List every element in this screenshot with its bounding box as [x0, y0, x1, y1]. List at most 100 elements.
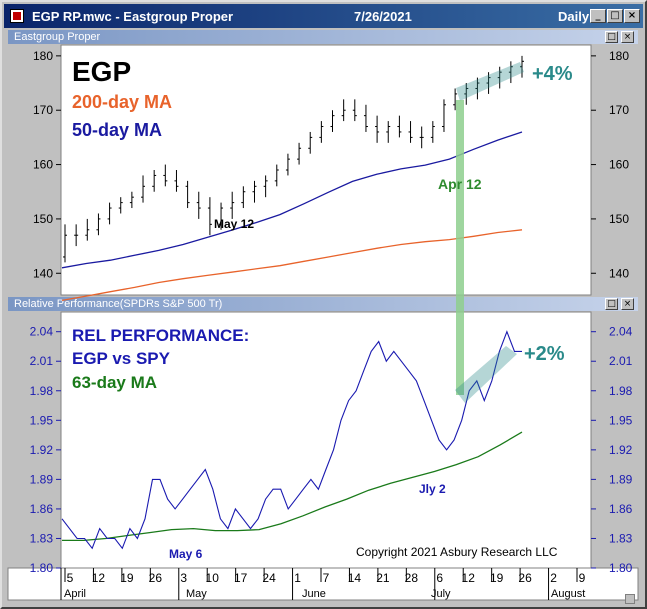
- price-bar: [508, 61, 513, 84]
- bottom-ytick-label-left: 1.83: [30, 531, 54, 545]
- price-bar: [118, 197, 123, 214]
- rel-title-line2: EGP vs SPY: [72, 349, 170, 368]
- resize-grip-icon[interactable]: [625, 594, 635, 604]
- price-bar: [408, 121, 413, 143]
- bottom-plot-area: [60, 311, 592, 569]
- price-bar: [185, 180, 190, 209]
- price-bar: [252, 180, 257, 203]
- apr12-annotation: Apr 12: [438, 176, 482, 192]
- price-bar: [297, 142, 302, 165]
- price-bar: [430, 121, 435, 143]
- xtick-label: 10: [206, 571, 220, 585]
- bottom-ytick-label-right: 1.83: [609, 531, 633, 545]
- price-bar: [397, 115, 402, 138]
- price-bar: [497, 66, 502, 89]
- price-bar: [63, 224, 67, 263]
- price-bar: [241, 186, 246, 209]
- price-bar: [141, 175, 146, 203]
- price-bar: [107, 202, 112, 225]
- top-pane-restore-button[interactable]: □: [605, 31, 618, 43]
- bottom-trend-band: [455, 346, 517, 403]
- xtick-label: 7: [323, 571, 330, 585]
- close-button[interactable]: ×: [624, 9, 640, 23]
- top-pane-close-button[interactable]: ×: [621, 31, 634, 43]
- bottom-ytick-label-left: 1.95: [30, 413, 54, 427]
- price-bar: [285, 153, 290, 176]
- price-bar: [419, 126, 424, 149]
- top-plot-area: [60, 44, 592, 296]
- window-date: 7/26/2021: [354, 9, 412, 24]
- price-bar: [196, 191, 201, 219]
- title-bar[interactable]: EGP RP.mwc - Eastgroup Proper 7/26/2021 …: [4, 4, 643, 28]
- price-bar: [85, 218, 90, 241]
- month-label: July: [431, 588, 451, 600]
- maximize-button[interactable]: □: [607, 9, 623, 23]
- top-ytick-label-left: 180: [33, 49, 53, 63]
- top-ytick-label-right: 170: [609, 103, 629, 117]
- xtick-label: 9: [579, 571, 586, 585]
- xtick-label: 26: [518, 571, 532, 585]
- bottom-ytick-label-right: 1.95: [609, 413, 633, 427]
- month-label: April: [64, 588, 86, 600]
- price-bar: [441, 99, 446, 132]
- bottom-ytick-label-left: 2.01: [30, 354, 54, 368]
- price-bar: [129, 191, 134, 209]
- price-bar: [352, 99, 357, 122]
- top-ytick-label-right: 140: [609, 266, 629, 280]
- minimize-button[interactable]: _: [590, 9, 606, 23]
- price-bar: [263, 175, 268, 198]
- price-bar: [386, 121, 391, 143]
- top-ytick-label-right: 160: [609, 158, 629, 172]
- price-bar: [363, 104, 368, 132]
- month-label: August: [551, 588, 585, 600]
- price-bar: [308, 131, 313, 154]
- ticker-label: EGP: [72, 56, 132, 87]
- xtick-label: 21: [376, 571, 390, 585]
- bottom-ytick-label-left: 2.04: [30, 325, 54, 339]
- price-bar: [486, 72, 491, 94]
- price-bar: [96, 213, 101, 236]
- xtick-label: 28: [405, 571, 419, 585]
- ma200-line: [61, 229, 523, 302]
- bottom-ytick-label-right: 1.89: [609, 472, 633, 486]
- bottom-ytick-label-left: 1.98: [30, 384, 54, 398]
- bottom-ytick-label-left: 1.92: [30, 443, 54, 457]
- ma50-legend: 50-day MA: [72, 120, 163, 140]
- xtick-label: 14: [348, 571, 362, 585]
- price-bar: [475, 77, 480, 100]
- price-bar: [341, 99, 346, 122]
- period-label: Daily: [558, 9, 590, 24]
- xtick-label: 6: [436, 571, 443, 585]
- may6-annotation: May 6: [169, 547, 203, 561]
- app-icon: [10, 9, 24, 23]
- bottom-ytick-label-left: 1.89: [30, 472, 54, 486]
- price-bar: [207, 197, 212, 236]
- xtick-label: 19: [490, 571, 504, 585]
- price-bar: [453, 88, 458, 111]
- top-ytick-label-left: 140: [33, 266, 53, 280]
- copyright-text: Copyright 2021 Asbury Research LLC: [356, 545, 558, 559]
- xtick-label: 5: [67, 571, 74, 585]
- price-bar: [74, 224, 79, 247]
- xtick-label: 2: [550, 571, 557, 585]
- price-bar: [319, 121, 324, 143]
- bottom-ytick-label-right: 1.86: [609, 502, 633, 516]
- top-pct-annotation: +4%: [532, 63, 573, 85]
- price-bar: [219, 202, 224, 230]
- top-pane-header: Eastgroup Proper: [8, 30, 638, 44]
- bottom-pane-header: Relative Performance(SPDRs S&P 500 Tr): [8, 297, 638, 311]
- month-label: June: [302, 588, 326, 600]
- top-ytick-label-left: 150: [33, 212, 53, 226]
- price-bar: [274, 164, 279, 187]
- bottom-ytick-label-right: 1.92: [609, 443, 633, 457]
- bottom-pane-restore-button[interactable]: □: [605, 298, 618, 310]
- bottom-ytick-label-right: 1.98: [609, 384, 633, 398]
- rel-title-line1: REL PERFORMANCE:: [72, 326, 250, 345]
- top-ytick-label-left: 160: [33, 158, 53, 172]
- bottom-pane-close-button[interactable]: ×: [621, 298, 634, 310]
- bottom-ytick-label-right: 2.01: [609, 354, 633, 368]
- bottom-pane-title: Relative Performance(SPDRs S&P 500 Tr): [14, 298, 223, 310]
- ma50-line: [61, 131, 523, 269]
- price-bar: [152, 170, 157, 192]
- bottom-ytick-label-left: 1.80: [30, 561, 54, 575]
